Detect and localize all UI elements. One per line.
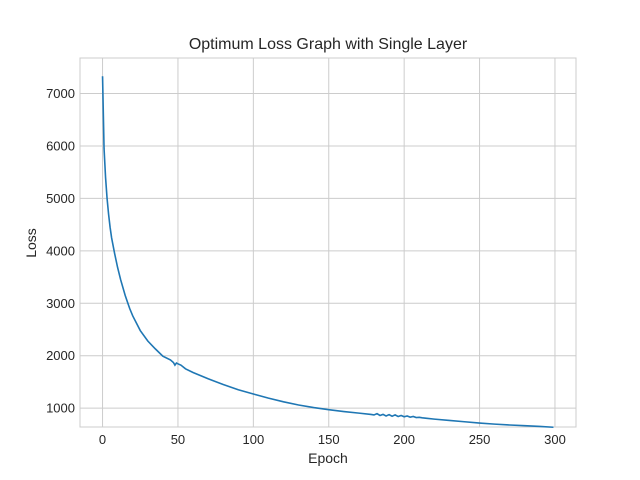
- y-tick-label: 2000: [46, 348, 75, 363]
- y-tick-labels: 1000 2000 3000 4000 5000 6000 7000: [46, 86, 75, 416]
- x-tick-labels: 0 50 100 150 200 250 300: [99, 432, 566, 447]
- y-tick-label: 4000: [46, 243, 75, 258]
- y-tick-label: 7000: [46, 86, 75, 101]
- x-tick-label: 300: [544, 432, 566, 447]
- x-tick-label: 150: [318, 432, 340, 447]
- x-axis-label: Epoch: [308, 450, 348, 466]
- x-tick-label: 50: [171, 432, 185, 447]
- grid-lines: [80, 58, 576, 427]
- y-tick-label: 3000: [46, 296, 75, 311]
- y-tick-label: 1000: [46, 401, 75, 416]
- y-axis-label: Loss: [23, 228, 39, 258]
- y-tick-label: 6000: [46, 138, 75, 153]
- x-tick-label: 200: [393, 432, 415, 447]
- x-tick-label: 100: [242, 432, 264, 447]
- x-tick-label: 250: [469, 432, 491, 447]
- chart-title: Optimum Loss Graph with Single Layer: [189, 36, 468, 53]
- y-tick-label: 5000: [46, 191, 75, 206]
- x-tick-label: 0: [99, 432, 106, 447]
- plot-area: [79, 57, 577, 428]
- loss-series-line: [101, 76, 554, 429]
